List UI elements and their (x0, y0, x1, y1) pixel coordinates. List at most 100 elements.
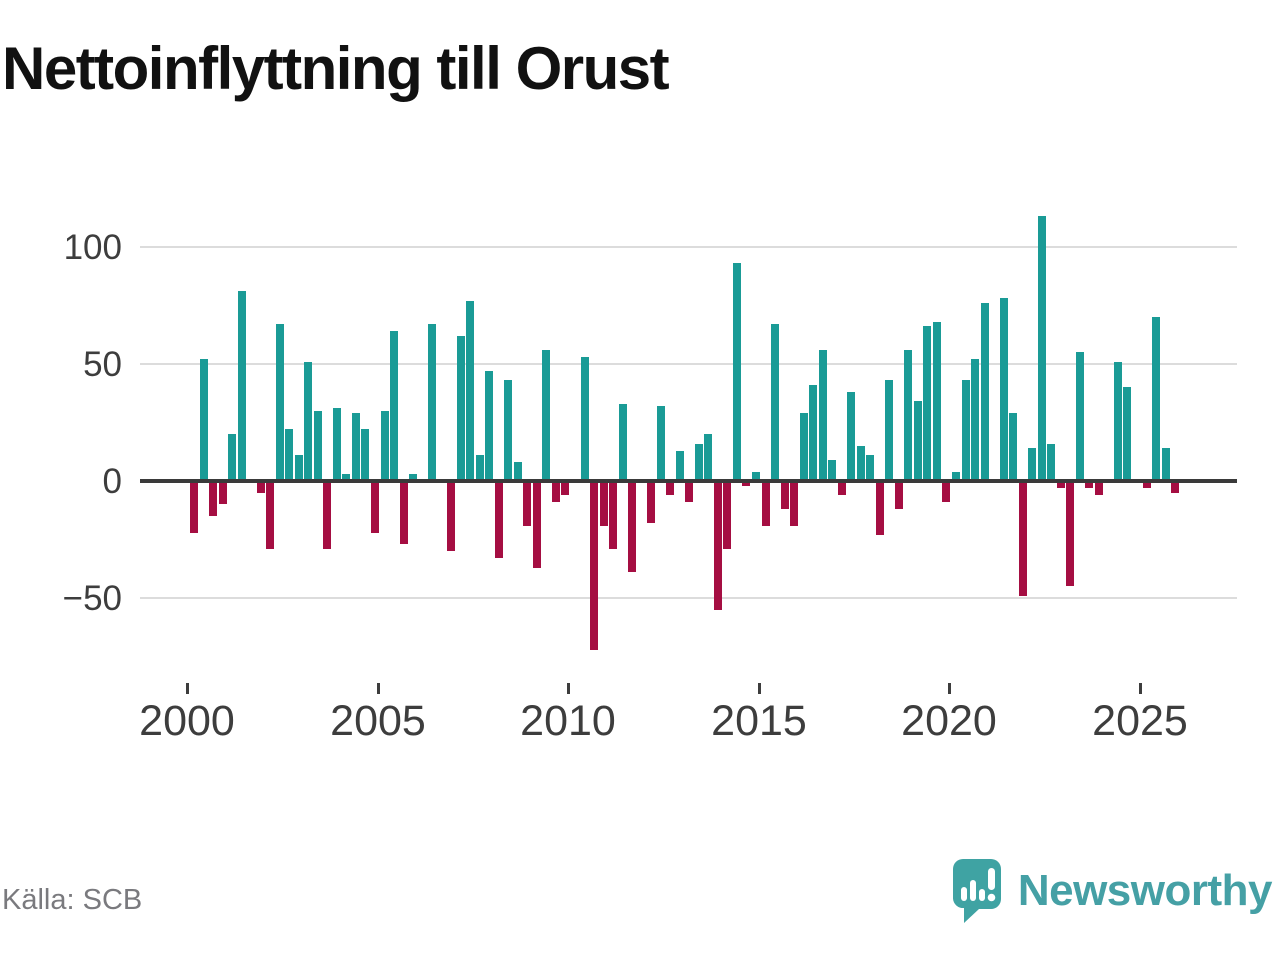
bar-2008Q4 (523, 481, 531, 526)
x-tick-2025 (1139, 683, 1142, 694)
x-tick-2000 (186, 683, 189, 694)
x-axis-label-2000: 2000 (139, 697, 235, 745)
bar-2017Q3 (857, 446, 865, 481)
newsworthy-logo: Newsworthy (952, 858, 1273, 924)
bar-2020Q1 (952, 472, 960, 481)
bar-2017Q1 (838, 481, 846, 495)
bar-2025Q1 (1143, 481, 1151, 488)
bar-2004Q2 (352, 413, 360, 481)
bar-2006Q4 (447, 481, 455, 551)
x-tick-2010 (567, 683, 570, 694)
bar-2008Q2 (504, 380, 512, 481)
bar-2004Q4 (371, 481, 379, 533)
bar-2017Q4 (866, 455, 874, 481)
bar-2021Q3 (1009, 413, 1017, 481)
bar-2022Q2 (1038, 216, 1046, 481)
x-tick-2005 (377, 683, 380, 694)
bar-2020Q2 (962, 380, 970, 481)
bar-2024Q2 (1114, 362, 1122, 481)
bar-2023Q4 (1095, 481, 1103, 495)
bar-2005Q4 (409, 474, 417, 481)
bar-2001Q4 (257, 481, 265, 493)
bar-2009Q1 (533, 481, 541, 568)
bar-2012Q3 (666, 481, 674, 495)
bar-2010Q4 (600, 481, 608, 526)
bar-2020Q4 (981, 303, 989, 481)
bar-2013Q2 (695, 444, 703, 481)
bar-2013Q1 (685, 481, 693, 502)
bar-2012Q4 (676, 451, 684, 481)
bar-2013Q4 (714, 481, 722, 610)
bar-2013Q3 (704, 434, 712, 481)
bar-2010Q2 (581, 357, 589, 481)
bar-2018Q1 (876, 481, 884, 535)
bar-2001Q1 (228, 434, 236, 481)
bar-2012Q1 (647, 481, 655, 523)
bar-2008Q3 (514, 462, 522, 481)
bar-2003Q1 (304, 362, 312, 481)
bar-2016Q3 (819, 350, 827, 481)
bar-2005Q1 (381, 411, 389, 481)
y-axis-label-100: 100 (63, 228, 122, 267)
bar-2022Q4 (1057, 481, 1065, 488)
logo-wordmark: Newsworthy (1017, 866, 1273, 915)
newsworthy-speech-bubble-chart-icon (952, 859, 1001, 923)
bar-2022Q1 (1028, 448, 1036, 481)
x-axis-label-2005: 2005 (330, 697, 426, 745)
bar-2019Q4 (942, 481, 950, 502)
bar-2016Q2 (809, 385, 817, 481)
bar-2024Q3 (1123, 387, 1131, 481)
bar-2002Q2 (276, 324, 284, 481)
bar-2025Q3 (1162, 448, 1170, 481)
x-axis-zero-line (140, 479, 1237, 483)
bar-2018Q2 (885, 380, 893, 481)
bar-2015Q2 (771, 324, 779, 481)
bar-2009Q3 (552, 481, 560, 502)
plot-area: 100 50 0 −50 2000 2005 2010 2015 2020 2025 (63, 216, 1237, 745)
bar-2009Q2 (542, 350, 550, 481)
bar-2025Q4 (1171, 481, 1179, 493)
x-axis-label-2020: 2020 (901, 697, 997, 745)
gridline-y--50 (140, 597, 1237, 599)
gridline-y-100 (140, 246, 1237, 248)
bar-2019Q2 (923, 326, 931, 481)
bar-2025Q2 (1152, 317, 1160, 481)
bar-2005Q3 (400, 481, 408, 544)
bar-2000Q4 (219, 481, 227, 504)
bar-2003Q3 (323, 481, 331, 549)
bar-2000Q1 (190, 481, 198, 533)
bar-2016Q4 (828, 460, 836, 481)
bar-2015Q4 (790, 481, 798, 526)
bar-2016Q1 (800, 413, 808, 481)
source-note: Källa: SCB (2, 884, 143, 916)
bar-2007Q2 (466, 301, 474, 481)
y-axis-label-50: 50 (83, 345, 122, 384)
bar-2018Q4 (904, 350, 912, 481)
bar-2002Q1 (266, 481, 274, 549)
bar-2023Q3 (1085, 481, 1093, 488)
bar-2004Q3 (361, 429, 369, 481)
bar-2017Q2 (847, 392, 855, 481)
bar-2002Q3 (285, 429, 293, 481)
bar-2014Q2 (733, 263, 741, 481)
bar-2007Q4 (485, 371, 493, 481)
bar-2022Q3 (1047, 444, 1055, 481)
gridline-y-50 (140, 363, 1237, 365)
bar-2018Q3 (895, 481, 903, 509)
bar-2007Q3 (476, 455, 484, 481)
bar-2021Q4 (1019, 481, 1027, 596)
bar-2006Q2 (428, 324, 436, 481)
bar-2001Q2 (238, 291, 246, 481)
y-axis-label-0: 0 (102, 462, 122, 501)
bar-2023Q1 (1066, 481, 1074, 586)
bar-2019Q3 (933, 322, 941, 481)
bar-2010Q3 (590, 481, 598, 650)
bar-2005Q2 (390, 331, 398, 481)
bar-2003Q4 (333, 408, 341, 481)
bar-2000Q2 (200, 359, 208, 481)
bar-2011Q2 (619, 404, 627, 481)
x-tick-2020 (948, 683, 951, 694)
bar-2002Q4 (295, 455, 303, 481)
bar-2021Q2 (1000, 298, 1008, 481)
bar-2015Q1 (762, 481, 770, 526)
